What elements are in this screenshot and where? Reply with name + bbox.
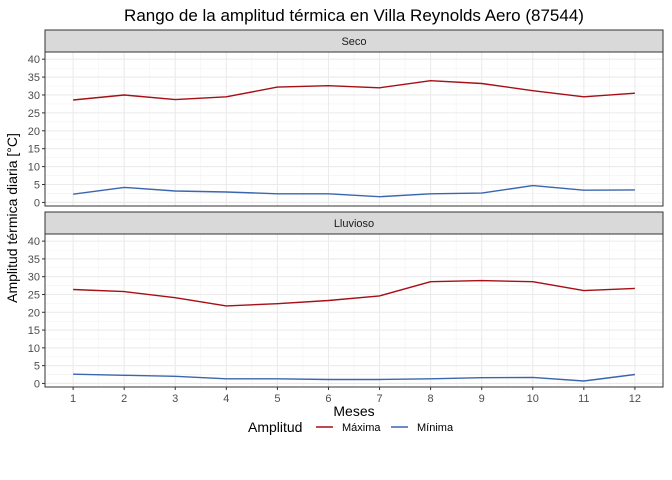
x-tick-label: 3 (172, 393, 178, 405)
y-tick-label: 0 (34, 378, 40, 390)
y-tick-label: 5 (34, 361, 40, 373)
y-tick-label: 20 (28, 126, 40, 138)
x-axis: 1 2 3 4 5 6 7 8 9 10 11 12 (70, 387, 641, 405)
series-line-minima (73, 184, 635, 198)
y-axis-label: Amplitud térmica diaria [°C] (4, 133, 20, 303)
facet-strip-label: Seco (341, 36, 366, 48)
x-tick-label: 7 (376, 393, 382, 405)
facet-panel-0: Seco 0 5 10 15 20 25 30 35 40 (28, 29, 664, 209)
y-tick-label: 25 (28, 108, 40, 120)
facet-panel-1: Lluvioso 0 5 10 15 20 25 30 35 40 (28, 211, 664, 390)
y-tick-label: 35 (28, 72, 40, 84)
chart-title: Rango de la amplitud térmica en Villa Re… (124, 6, 584, 25)
x-tick-label: 6 (325, 393, 331, 405)
y-tick-label: 10 (28, 162, 40, 174)
legend-label-maxima: Máxima (342, 422, 381, 434)
panel-border (44, 51, 664, 207)
x-tick-label: 2 (121, 393, 127, 405)
series-line-maxima (73, 79, 635, 101)
y-tick-label: 25 (28, 289, 40, 301)
x-tick-label: 12 (629, 393, 641, 405)
facet-strip-label: Lluvioso (334, 218, 374, 230)
y-tick-label: 20 (28, 307, 40, 319)
y-tick-label: 40 (28, 236, 40, 248)
x-tick-label: 8 (428, 393, 434, 405)
legend-label-minima: Mínima (417, 422, 454, 434)
y-tick-label: 0 (34, 197, 40, 209)
legend-title: Amplitud (248, 419, 302, 435)
y-tick-label: 30 (28, 90, 40, 102)
y-tick-label: 5 (34, 180, 40, 192)
y-tick-label: 10 (28, 343, 40, 355)
x-tick-label: 9 (479, 393, 485, 405)
x-tick-label: 11 (578, 393, 589, 405)
series-line-maxima (73, 279, 635, 307)
x-axis-label: Meses (333, 403, 374, 419)
legend: Amplitud Máxima Mínima (248, 419, 454, 435)
x-tick-label: 1 (70, 393, 76, 405)
y-tick-label: 40 (28, 54, 40, 66)
x-tick-label: 10 (527, 393, 539, 405)
y-tick-label: 30 (28, 272, 40, 284)
facet-panels: Seco 0 5 10 15 20 25 30 35 40 Lluvioso 0 5 10 15 20 25 30… (28, 29, 664, 390)
panel-border (44, 233, 664, 388)
x-tick-label: 5 (274, 393, 280, 405)
y-tick-label: 15 (28, 325, 40, 337)
y-tick-label: 35 (28, 254, 40, 266)
series-line-minima (73, 373, 635, 382)
y-tick-label: 15 (28, 144, 40, 156)
x-tick-label: 4 (223, 393, 229, 405)
